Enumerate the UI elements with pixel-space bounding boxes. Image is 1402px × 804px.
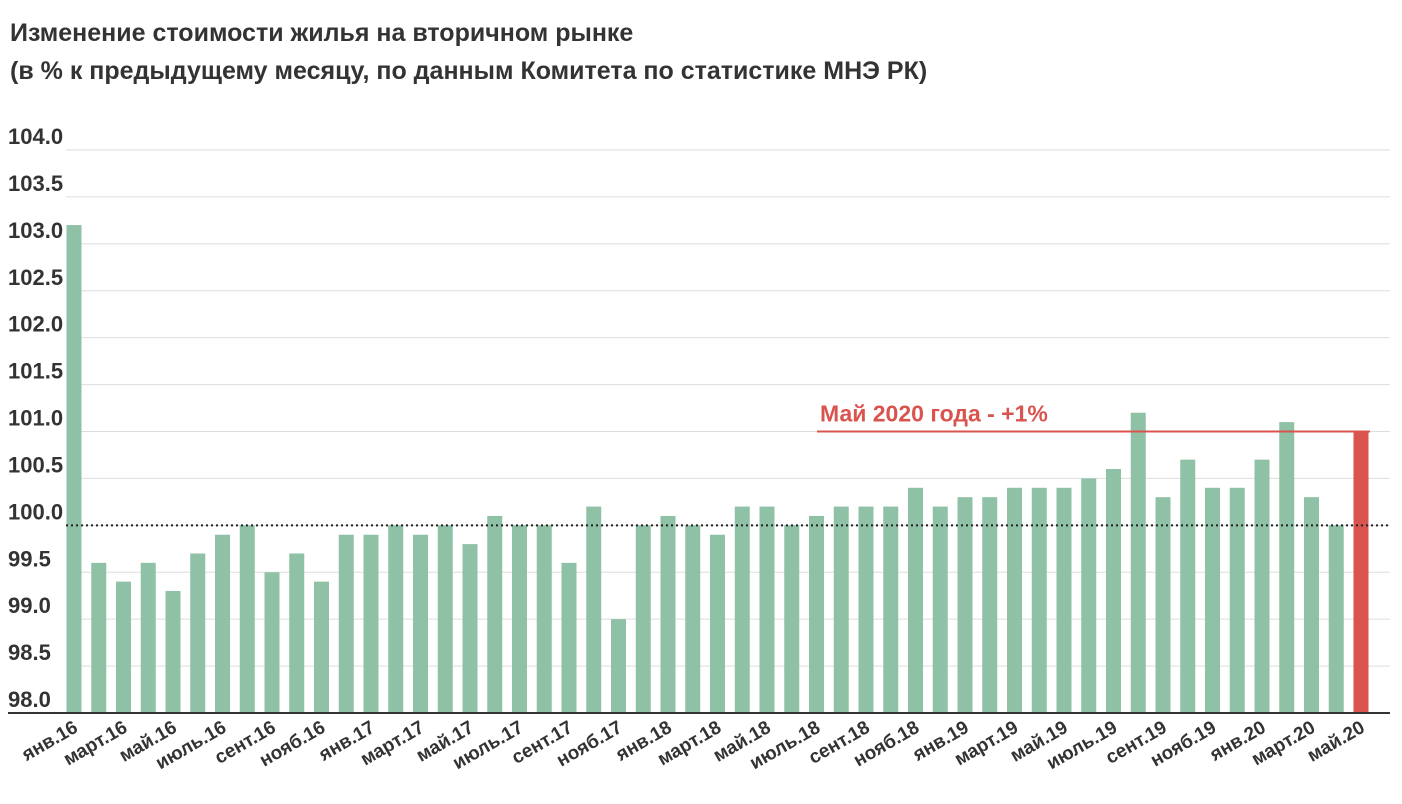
y-tick-label: 100.0	[8, 499, 63, 524]
y-tick-label: 104.0	[8, 124, 63, 149]
bar-май.17	[462, 544, 478, 713]
y-tick-label: 103.0	[8, 218, 63, 243]
bar-июль.17	[512, 525, 527, 713]
y-tick-label: 102.0	[8, 312, 63, 337]
bar-март.18	[710, 534, 725, 713]
bar-март.17	[413, 534, 428, 713]
bar-нояб.16	[314, 581, 329, 713]
bar-авг.19	[1130, 412, 1146, 713]
bar-сент.19	[1155, 497, 1171, 713]
bar-нояб.17	[611, 619, 626, 713]
bar-янв.18	[660, 515, 676, 713]
y-tick-label: 103.5	[8, 171, 63, 196]
y-tick-label: 100.5	[8, 452, 63, 477]
bar-март.19	[1007, 487, 1022, 713]
bar-май.19	[1056, 487, 1072, 713]
bar-апр.18	[734, 506, 750, 713]
bar-июнь.16	[190, 553, 206, 713]
bar-окт.17	[586, 506, 602, 713]
bar-нояб.18	[908, 487, 923, 713]
bar-дек.18	[932, 506, 948, 713]
bar-янв.20	[1254, 459, 1270, 713]
bar-янв.17	[363, 534, 379, 713]
bar-фев.16	[91, 562, 107, 713]
bar-май.20	[1353, 431, 1369, 713]
bar-сент.18	[858, 506, 874, 713]
bar-июль.16	[215, 534, 230, 713]
y-tick-label: 102.5	[8, 265, 63, 290]
bar-авг.17	[536, 525, 552, 713]
bar-май.18	[759, 506, 775, 713]
y-tick-label: 101.0	[8, 406, 63, 431]
bar-авг.16	[239, 525, 255, 713]
bar-нояб.19	[1205, 487, 1220, 713]
bar-апр.19	[1031, 487, 1047, 713]
bar-фев.20	[1279, 422, 1295, 713]
bar-май.16	[165, 591, 181, 713]
bar-апр.20	[1328, 525, 1344, 713]
bar-дек.19	[1229, 487, 1245, 713]
bar-апр.16	[140, 562, 156, 713]
bar-дек.17	[635, 525, 651, 713]
chart-title-line-2: (в % к предыдущему месяцу, по данным Ком…	[10, 57, 928, 85]
bar-дек.16	[338, 534, 354, 713]
bar-янв.16	[66, 225, 82, 714]
bar-авг.18	[833, 506, 849, 713]
bar-март.20	[1304, 497, 1319, 713]
bar-окт.18	[883, 506, 899, 713]
bar-фев.18	[685, 525, 701, 713]
y-tick-label: 98.5	[8, 640, 51, 665]
x-tick-label: май.20	[1304, 717, 1369, 766]
bar-фев.17	[388, 525, 404, 713]
bar-окт.19	[1180, 459, 1196, 713]
y-tick-label: 99.5	[8, 546, 51, 571]
bar-март.16	[116, 581, 131, 713]
y-tick-label: 101.5	[8, 359, 63, 384]
bar-янв.19	[957, 497, 973, 713]
chart-title-line-1: Изменение стоимости жилья на вторичном р…	[10, 19, 634, 47]
bar-июль.19	[1106, 469, 1121, 713]
bar-июнь.19	[1081, 478, 1097, 713]
annotation-label: Май 2020 года - +1%	[820, 401, 1048, 427]
y-tick-label: 99.0	[8, 593, 51, 618]
bar-окт.16	[289, 553, 305, 713]
bar-апр.17	[437, 525, 453, 713]
bar-июнь.17	[487, 515, 503, 713]
bar-июнь.18	[784, 525, 800, 713]
chart-title: Изменение стоимости жилья на вторичном р…	[10, 14, 927, 90]
y-tick-label: 98.0	[8, 687, 51, 712]
bar-сент.17	[561, 562, 577, 713]
bar-сент.16	[264, 572, 280, 713]
bar-фев.19	[982, 497, 998, 713]
bar-июль.18	[809, 515, 824, 713]
